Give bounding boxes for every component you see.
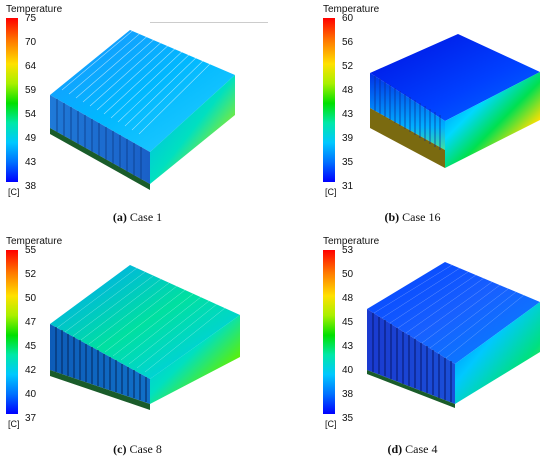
tick-label: 60 <box>342 13 354 24</box>
panel-case-8: Temperature 55 52 50 47 45 42 40 37 [C] <box>0 232 275 463</box>
colorbar-ticks: 55 52 50 47 45 42 40 37 <box>25 245 55 424</box>
unit-label: [C] <box>8 419 20 429</box>
heatsink-side <box>150 315 240 404</box>
caption-text: Case 16 <box>399 210 441 224</box>
heatsink-side <box>150 75 235 184</box>
heatsink-side <box>455 302 540 404</box>
heatsink-top <box>50 30 235 152</box>
heatsink-front <box>370 73 445 150</box>
caption-text: Case 4 <box>402 442 438 456</box>
tick-label: 54 <box>25 109 37 120</box>
tick-label: 35 <box>342 157 354 168</box>
tick-label: 38 <box>342 389 354 400</box>
panel-case-4: Temperature 53 50 48 45 43 40 38 35 [C] <box>275 232 550 463</box>
colorbar-ticks: 60 56 52 48 43 39 35 31 <box>342 13 372 192</box>
unit-label: [C] <box>325 419 337 429</box>
fins <box>55 327 147 402</box>
figure-caption: (c) Case 8 <box>0 442 275 457</box>
divider-line <box>150 22 268 23</box>
tick-label: 56 <box>342 37 354 48</box>
caption-text: Case 8 <box>126 442 162 456</box>
tick-label: 52 <box>342 61 354 72</box>
unit-label: [C] <box>8 187 20 197</box>
legend-title: Temperature <box>6 4 63 15</box>
legend-title: Temperature <box>323 4 380 15</box>
tick-label: 50 <box>342 269 354 280</box>
tick-label: 45 <box>25 341 37 352</box>
tick-label: 37 <box>25 413 37 424</box>
heatsink-base <box>367 370 455 408</box>
heatsink-top <box>370 34 540 121</box>
heatsink-base <box>370 108 445 168</box>
panel-case-1: Temperature 75 70 64 59 54 49 43 38 [C] <box>0 0 275 231</box>
panel-case-16: Temperature 60 56 52 48 43 39 35 31 [C] <box>275 0 550 231</box>
heatsink-render <box>367 262 540 408</box>
tick-label: 42 <box>25 365 37 376</box>
heatsink-render <box>370 34 540 168</box>
tick-label: 75 <box>25 13 37 24</box>
fins <box>56 99 142 180</box>
tick-label: 52 <box>25 269 37 280</box>
tick-label: 43 <box>342 109 354 120</box>
tick-label: 53 <box>342 245 354 256</box>
colorbar <box>6 18 18 182</box>
heatsink-base <box>50 128 150 190</box>
fins <box>374 76 441 150</box>
colorbar-ticks: 53 50 48 45 43 40 38 35 <box>342 245 372 424</box>
colorbar <box>6 250 18 414</box>
tick-label: 50 <box>25 293 37 304</box>
tick-label: 48 <box>342 85 354 96</box>
tick-label: 40 <box>342 365 354 376</box>
heatsink-front <box>50 324 150 404</box>
tick-label: 43 <box>342 341 354 352</box>
heatsink-render <box>50 265 240 410</box>
legend-title: Temperature <box>323 236 380 247</box>
tick-label: 55 <box>25 245 37 256</box>
figure-caption: (d) Case 4 <box>275 442 550 457</box>
unit-label: [C] <box>325 187 337 197</box>
tick-label: 39 <box>342 133 354 144</box>
caption-text: Case 1 <box>126 210 163 224</box>
tick-label: 31 <box>342 181 354 192</box>
tick-label: 43 <box>25 157 37 168</box>
heatsink-front <box>50 95 150 184</box>
tick-label: 48 <box>342 293 354 304</box>
tick-label: 49 <box>25 133 37 144</box>
caption-label: (c) <box>113 442 127 456</box>
heatsink-base <box>50 370 150 410</box>
figure-caption: (a) Case 1 <box>0 210 275 225</box>
colorbar-ticks: 75 70 64 59 54 49 43 38 <box>25 13 55 192</box>
heatsink-render <box>50 26 235 190</box>
caption-label: (b) <box>384 210 400 224</box>
tick-label: 35 <box>342 413 354 424</box>
caption-label: (d) <box>387 442 403 456</box>
colorbar <box>323 250 335 414</box>
tick-label: 38 <box>25 181 37 192</box>
colorbar <box>323 18 335 182</box>
tick-label: 59 <box>25 85 37 96</box>
fins <box>372 313 452 402</box>
tick-label: 47 <box>25 317 37 328</box>
heatsink-top <box>50 265 240 379</box>
tick-label: 40 <box>25 389 37 400</box>
caption-label: (a) <box>112 210 127 224</box>
legend-title: Temperature <box>6 236 63 247</box>
tick-label: 64 <box>25 61 37 72</box>
tick-label: 45 <box>342 317 354 328</box>
tick-label: 70 <box>25 37 37 48</box>
heatsink-side <box>445 72 540 168</box>
figure-caption: (b) Case 16 <box>275 210 550 225</box>
heatsink-top <box>367 262 540 364</box>
